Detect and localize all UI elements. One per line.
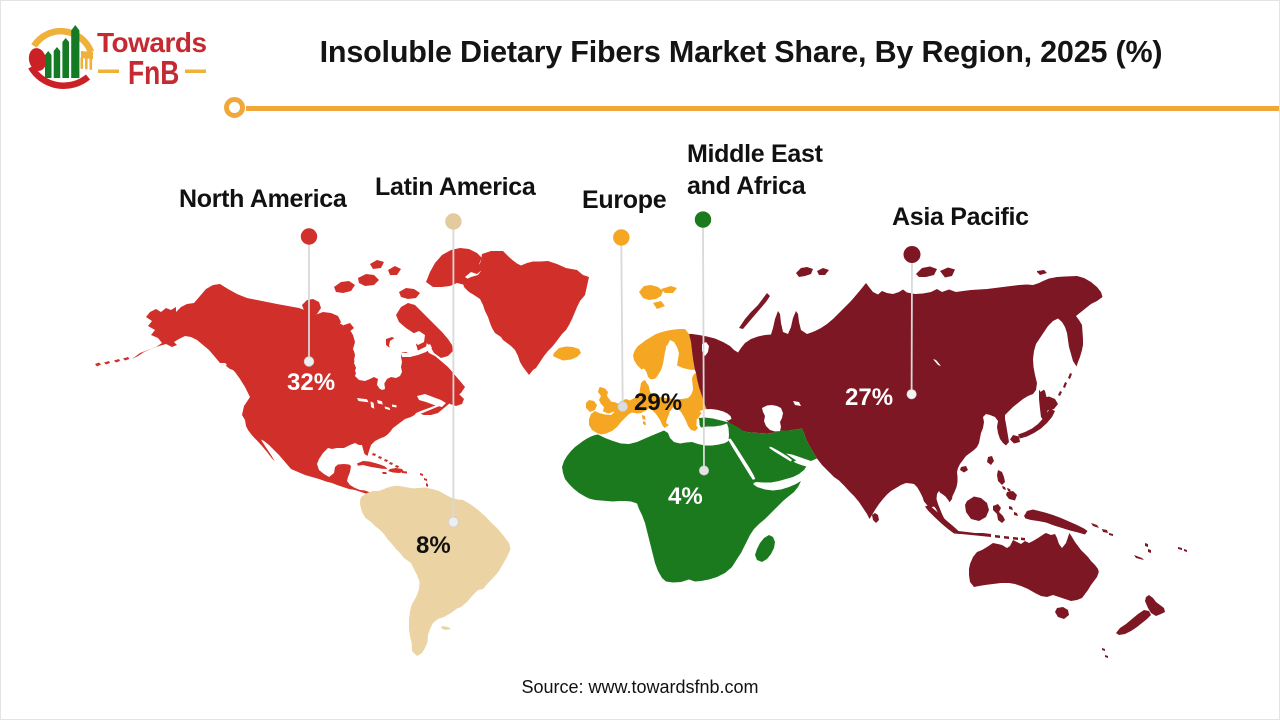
svg-text:Towards: Towards [97,27,207,58]
svg-text:FnB: FnB [128,55,179,91]
